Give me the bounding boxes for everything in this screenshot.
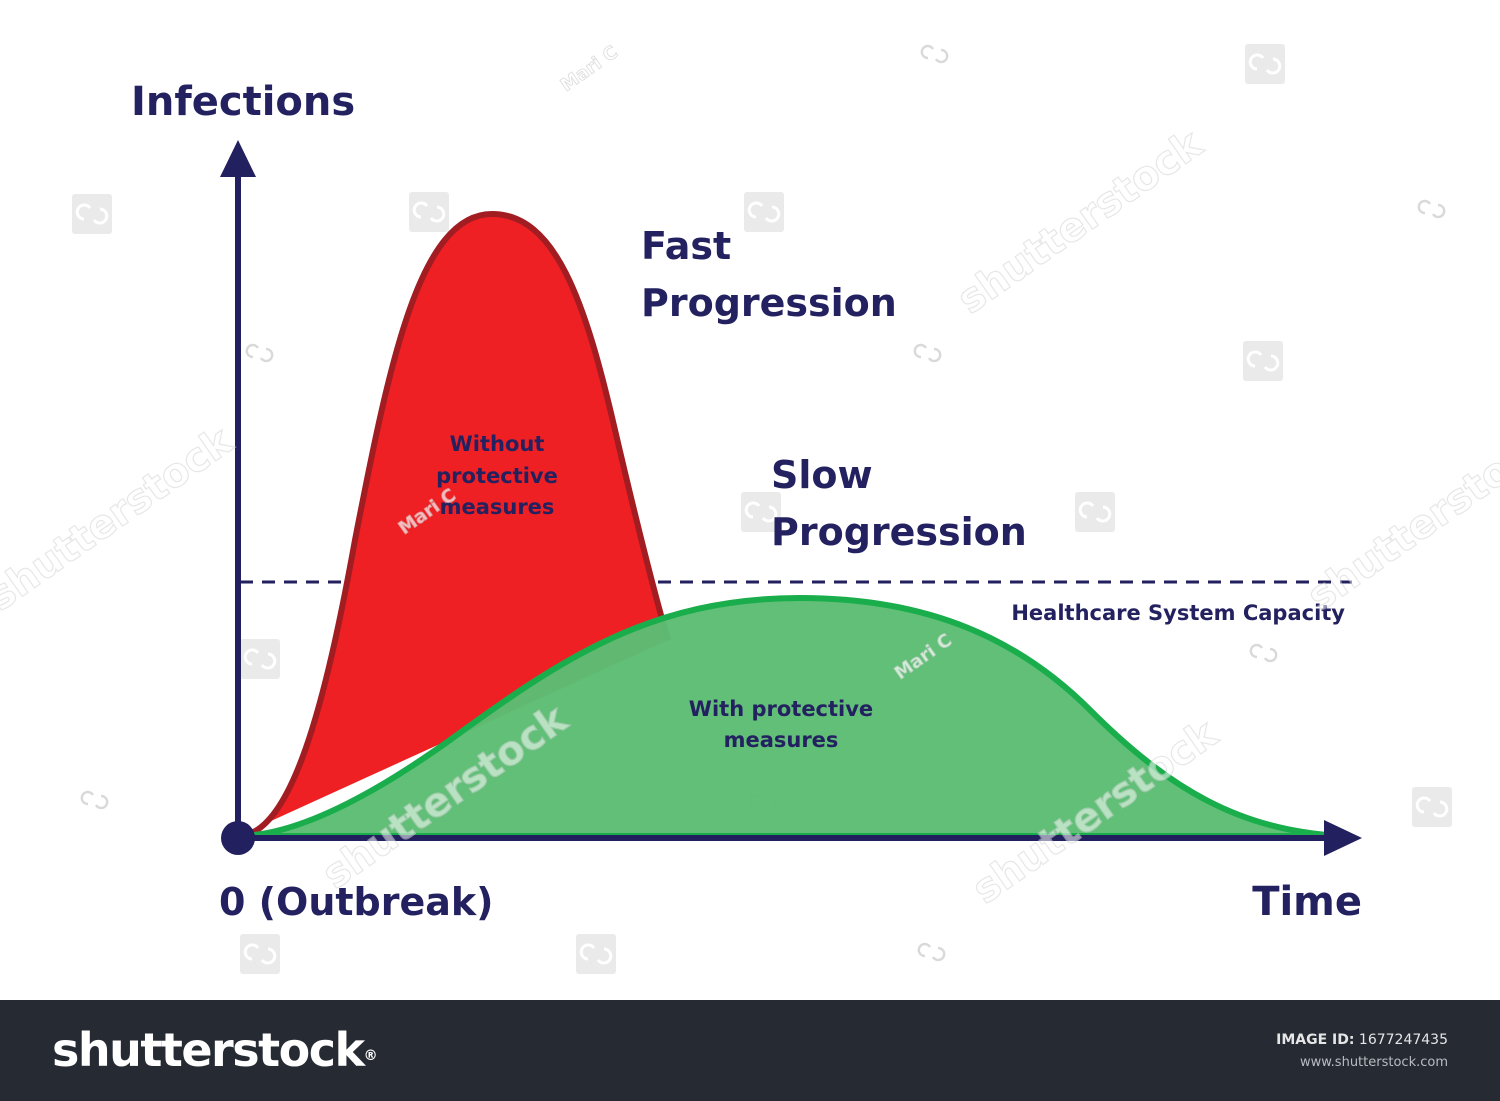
shutterstock-logo: shutterstock® (52, 1020, 378, 1080)
watermark-tile (409, 192, 449, 232)
image-id-block: IMAGE ID: 1677247435 www.shutterstock.co… (1276, 1031, 1448, 1073)
watermark-credit: Mari C (557, 42, 622, 96)
logo-mark: ® (363, 1048, 378, 1064)
watermark-wordmark: shutterstock (949, 120, 1211, 323)
watermark-wordmark: shutterstock (1299, 417, 1500, 620)
logo-text: shutterstock (52, 1023, 365, 1077)
capacity-label: Healthcare System Capacity (1011, 601, 1345, 625)
watermark-mark (920, 44, 949, 64)
watermark-tile (240, 639, 280, 679)
flatten-the-curve-diagram: Infections Time 0 (Outbreak) Fast Progre… (0, 41, 1500, 974)
slow-note-line1: With protective (689, 697, 873, 721)
watermark-tile (1243, 341, 1283, 381)
watermark-mark (245, 343, 274, 363)
image-id-line: IMAGE ID: 1677247435 (1276, 1031, 1448, 1049)
watermark-tile (240, 934, 280, 974)
watermark-tile (1075, 492, 1115, 532)
watermark-wordmark: shutterstock (0, 417, 242, 620)
image-id-label: IMAGE ID: (1276, 1032, 1355, 1048)
x-axis-label: Time (1252, 879, 1362, 925)
slow-progression-title-line1: Slow (771, 453, 873, 497)
stock-footer-bar: shutterstock® IMAGE ID: 1677247435 www.s… (0, 1000, 1500, 1101)
fast-progression-title-line2: Progression (641, 281, 897, 325)
y-axis-arrow-icon (220, 140, 256, 177)
watermark-mark (913, 343, 942, 363)
watermark-tile (744, 192, 784, 232)
watermark-mark (1417, 199, 1446, 219)
fast-note-line1: Without (450, 432, 545, 456)
watermark-tile (72, 194, 112, 234)
watermark-tile (1245, 44, 1285, 84)
watermark-tiles (72, 44, 1452, 974)
origin-dot (221, 821, 255, 855)
slow-progression-title-line2: Progression (771, 510, 1027, 554)
slow-progression-curve (235, 595, 1343, 839)
fast-note-line3: measures (440, 495, 555, 519)
watermark-tile (576, 934, 616, 974)
fast-note-line2: protective (436, 464, 558, 488)
watermark-tile (1412, 787, 1452, 827)
watermark-mark (1249, 643, 1278, 663)
y-axis-label: Infections (131, 79, 355, 125)
x-axis-arrow-icon (1324, 820, 1362, 856)
chart-axes (220, 140, 1362, 856)
watermark-mark (917, 942, 946, 962)
site-url: www.shutterstock.com (1299, 1055, 1448, 1070)
origin-label: 0 (Outbreak) (219, 880, 494, 924)
slow-note-line2: measures (724, 728, 839, 752)
watermark-mark (80, 790, 109, 810)
watermark-tile (741, 492, 781, 532)
image-id-value: 1677247435 (1358, 1032, 1448, 1048)
fast-progression-title-line1: Fast (641, 224, 731, 268)
